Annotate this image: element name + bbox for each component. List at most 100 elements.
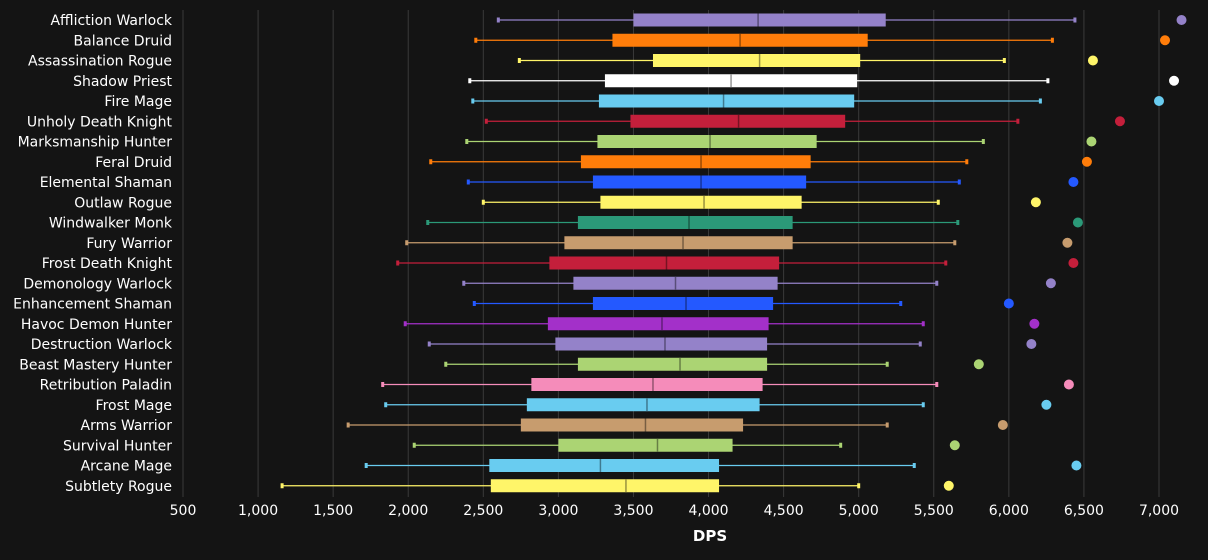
- box-destruction-warlock: [427, 337, 1037, 351]
- whisker-cap-max: [965, 159, 969, 165]
- iqr-box: [577, 357, 768, 371]
- whisker-cap-min: [346, 422, 350, 428]
- x-tick-label: 4,500: [764, 503, 804, 519]
- iqr-box: [592, 175, 807, 189]
- box-survival-hunter: [412, 438, 960, 452]
- iqr-box: [558, 438, 733, 452]
- iqr-box: [531, 378, 763, 391]
- category-label: Havoc Demon Hunter: [21, 317, 172, 333]
- whisker-cap-min: [427, 341, 431, 347]
- iqr-box: [577, 216, 793, 229]
- outlier-point: [1071, 460, 1082, 471]
- whisker-cap-max: [1038, 98, 1042, 104]
- category-label: Elemental Shaman: [40, 175, 172, 191]
- x-tick-label: 3,000: [538, 503, 578, 519]
- box-shadow-priest: [468, 74, 1180, 88]
- category-label: Beast Mastery Hunter: [19, 357, 172, 373]
- box-assassination-rogue: [517, 54, 1098, 67]
- box-windwalker-monk: [426, 216, 1083, 229]
- x-tick-label: 1,000: [238, 503, 278, 519]
- category-label: Balance Druid: [74, 33, 172, 49]
- box-retribution-paladin: [381, 378, 1074, 391]
- x-tick-label: 2,000: [388, 503, 428, 519]
- whisker-cap-min: [472, 301, 476, 306]
- whisker-cap-max: [1073, 17, 1077, 23]
- x-tick-label: 3,500: [613, 503, 653, 519]
- box-elemental-shaman: [466, 175, 1079, 189]
- box-balance-druid: [474, 33, 1171, 47]
- category-label: Retribution Paladin: [40, 378, 172, 394]
- category-label: Affliction Warlock: [50, 13, 172, 29]
- outlier-point: [1114, 116, 1125, 127]
- box-frost-mage: [384, 398, 1052, 412]
- outlier-point: [1068, 177, 1079, 187]
- outlier-point: [1169, 75, 1180, 86]
- grid-lines: [182, 10, 1160, 497]
- whisker-cap-min: [381, 382, 385, 387]
- outlier-point: [1154, 96, 1164, 106]
- whisker-cap-min: [466, 179, 470, 185]
- x-tick-label: 500: [170, 503, 197, 519]
- x-tick-label: 6,500: [1064, 503, 1104, 519]
- outlier-point: [1072, 217, 1083, 228]
- whisker-cap-min: [444, 361, 448, 367]
- outlier-point: [1086, 136, 1097, 147]
- whisker-cap-min: [364, 463, 368, 468]
- category-label: Fury Warrior: [86, 236, 172, 252]
- outlier-point: [973, 359, 984, 370]
- outlier-point: [1045, 278, 1056, 289]
- category-label: Shadow Priest: [73, 74, 172, 90]
- outlier-point: [1003, 298, 1014, 309]
- whisker-cap-min: [471, 98, 475, 104]
- whisker-cap-min: [405, 240, 409, 246]
- whisker-cap-min: [484, 118, 488, 124]
- iqr-box: [597, 135, 817, 148]
- whisker-cap-max: [1002, 58, 1006, 63]
- iqr-box: [652, 54, 861, 67]
- iqr-box: [598, 94, 855, 108]
- category-label: Windwalker Monk: [49, 216, 173, 232]
- category-label: Assassination Rogue: [28, 54, 172, 70]
- x-tick-label: 6,000: [989, 503, 1029, 519]
- whisker-cap-min: [468, 78, 472, 84]
- x-tick-label: 4,000: [688, 503, 728, 519]
- outlier-point: [1026, 339, 1037, 349]
- iqr-box: [630, 114, 846, 128]
- x-tick-label: 7,000: [1139, 503, 1179, 519]
- box-marksmanship-hunter: [465, 135, 1097, 148]
- x-tick-label: 2,500: [463, 503, 503, 519]
- iqr-box: [580, 155, 811, 169]
- whisker-cap-max: [953, 240, 957, 246]
- outlier-point: [949, 440, 960, 451]
- whisker-cap-max: [918, 341, 922, 347]
- iqr-box: [555, 337, 768, 351]
- category-label: Survival Hunter: [63, 438, 172, 454]
- box-havoc-demon-hunter: [403, 317, 1040, 331]
- whisker-cap-max: [1016, 118, 1020, 124]
- outlier-point: [1041, 399, 1052, 410]
- box-affliction-warlock: [496, 13, 1187, 27]
- category-label: Subtlety Rogue: [65, 479, 172, 495]
- whisker-cap-min: [496, 17, 500, 23]
- outlier-point: [1068, 258, 1079, 268]
- iqr-box: [490, 479, 720, 493]
- box-arms-warrior: [346, 418, 1008, 432]
- whisker-cap-max: [935, 280, 939, 286]
- category-label: Outlaw Rogue: [74, 195, 172, 211]
- outlier-point: [943, 480, 954, 491]
- whisker-cap-min: [465, 139, 469, 144]
- box-feral-druid: [429, 155, 1092, 169]
- whisker-cap-min: [426, 220, 430, 225]
- whisker-cap-max: [936, 199, 940, 205]
- whisker-cap-max: [957, 179, 961, 185]
- iqr-box: [592, 297, 774, 310]
- category-label: Enhancement Shaman: [13, 297, 172, 313]
- whisker-cap-max: [885, 361, 889, 367]
- whisker-cap-min: [384, 402, 388, 408]
- iqr-box: [633, 13, 886, 27]
- box-demonology-warlock: [462, 276, 1056, 290]
- x-tick-label: 5,000: [839, 503, 879, 519]
- category-label: Fire Mage: [104, 94, 172, 110]
- outlier-point: [1062, 237, 1073, 248]
